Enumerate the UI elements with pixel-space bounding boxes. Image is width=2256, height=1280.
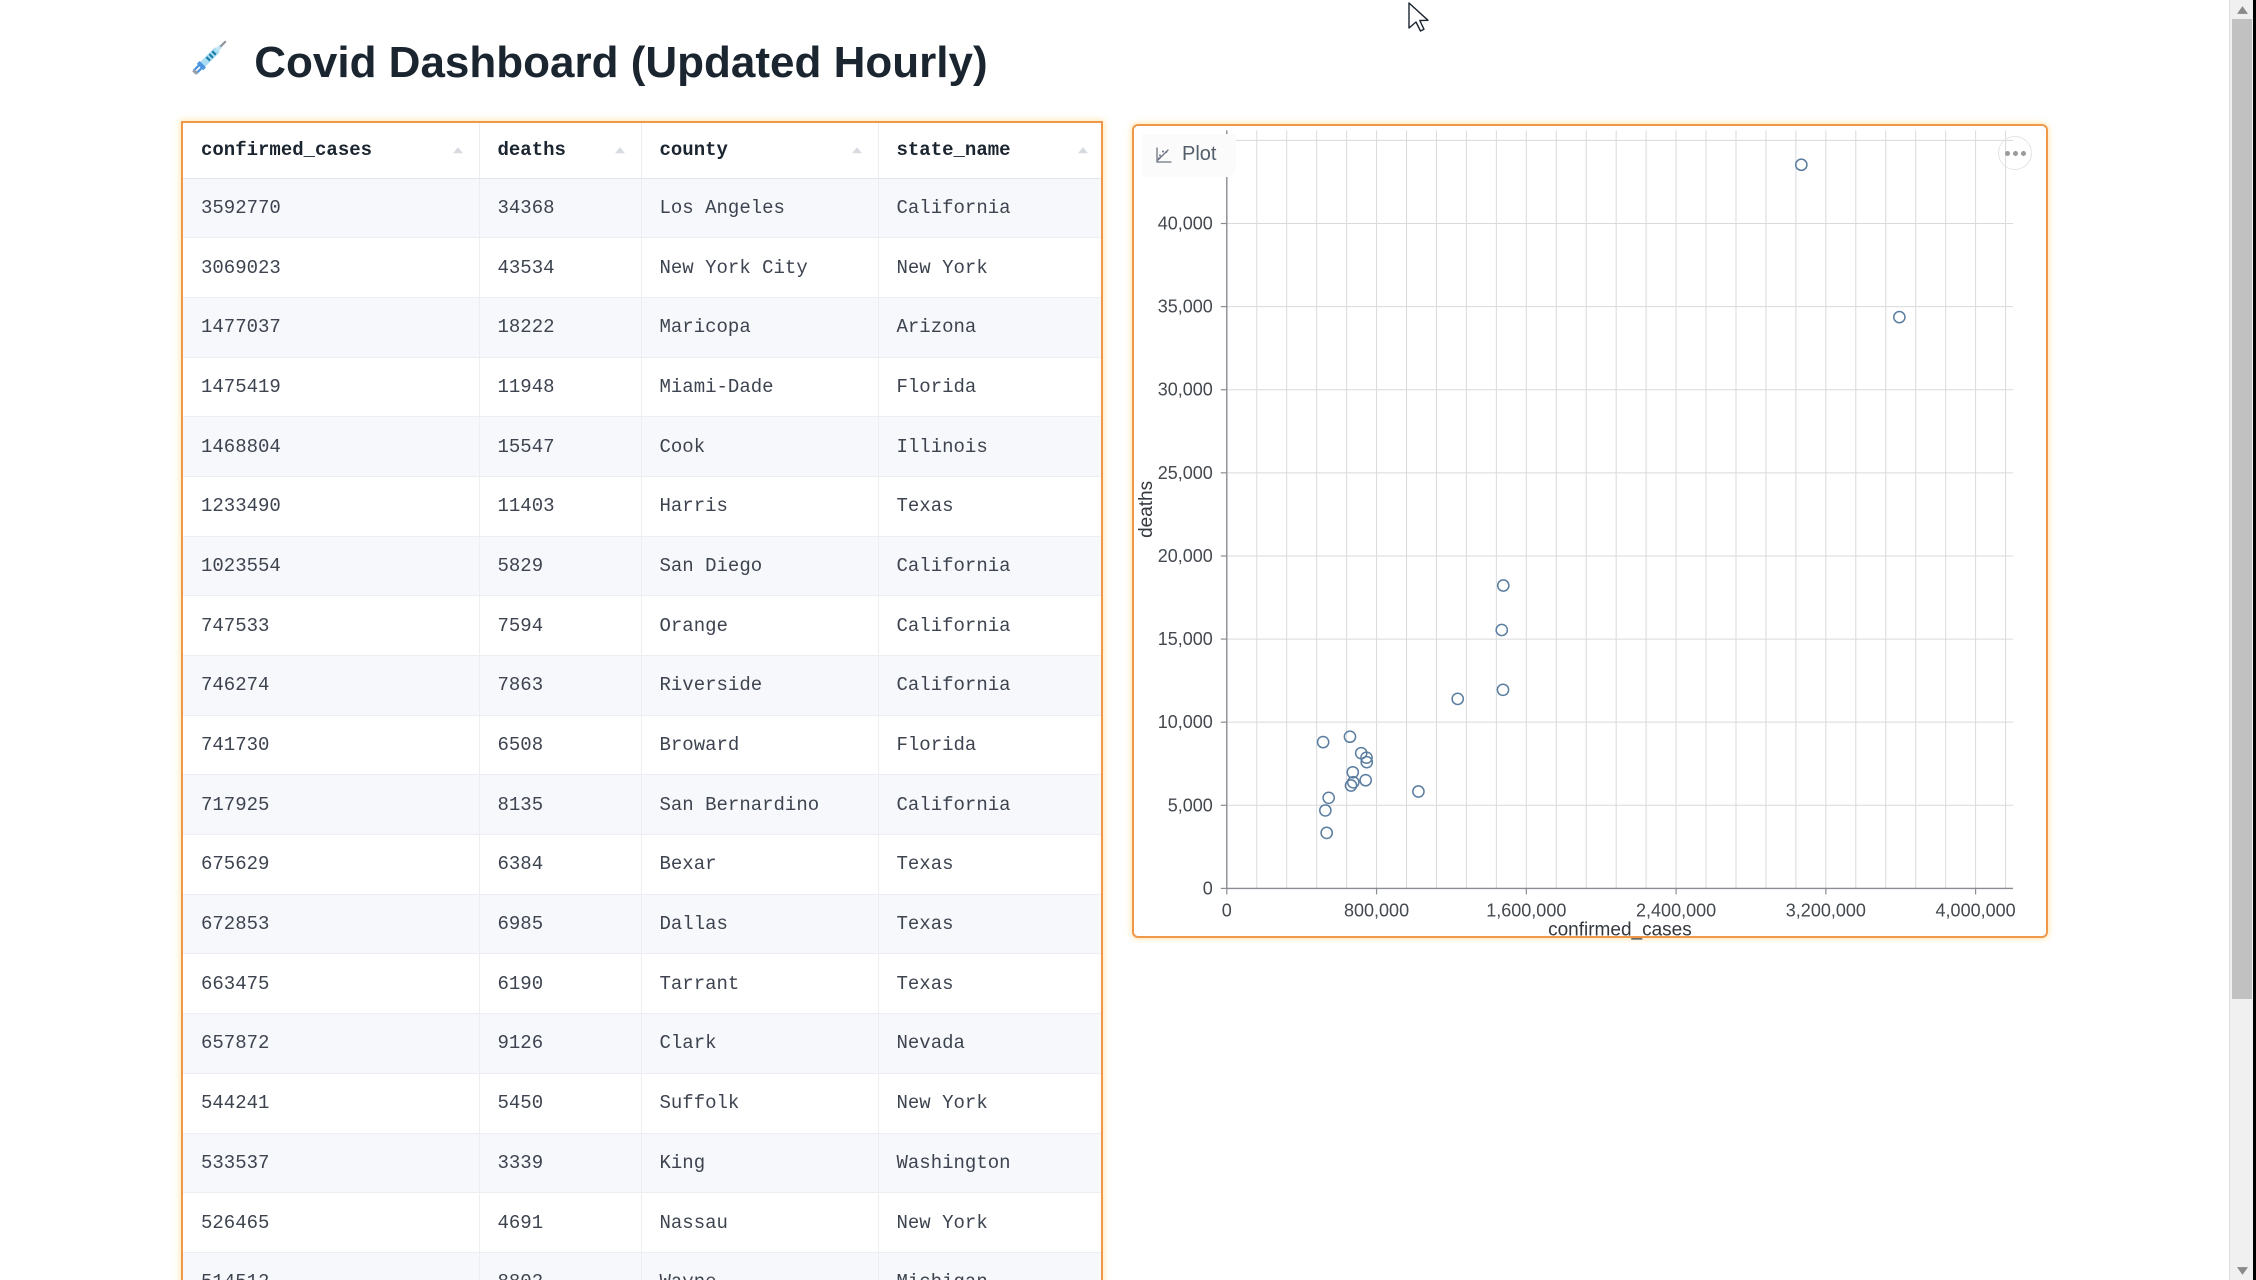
svg-text:deaths: deaths [1136,481,1157,538]
svg-text:30,000: 30,000 [1158,380,1213,400]
svg-text:4,000,000: 4,000,000 [1936,900,2016,920]
svg-text:2,400,000: 2,400,000 [1636,900,1716,920]
svg-text:40,000: 40,000 [1158,214,1213,234]
svg-text:5,000: 5,000 [1168,795,1213,815]
svg-text:15,000: 15,000 [1158,629,1213,649]
svg-text:800,000: 800,000 [1344,900,1409,920]
svg-text:10,000: 10,000 [1158,712,1213,732]
svg-text:1,600,000: 1,600,000 [1486,900,1566,920]
svg-text:confirmed_cases: confirmed_cases [1548,919,1692,940]
svg-text:0: 0 [1222,900,1232,920]
svg-text:25,000: 25,000 [1158,463,1213,483]
svg-text:35,000: 35,000 [1158,297,1213,317]
svg-text:20,000: 20,000 [1158,546,1213,566]
svg-text:3,200,000: 3,200,000 [1786,900,1866,920]
svg-text:0: 0 [1203,878,1213,898]
